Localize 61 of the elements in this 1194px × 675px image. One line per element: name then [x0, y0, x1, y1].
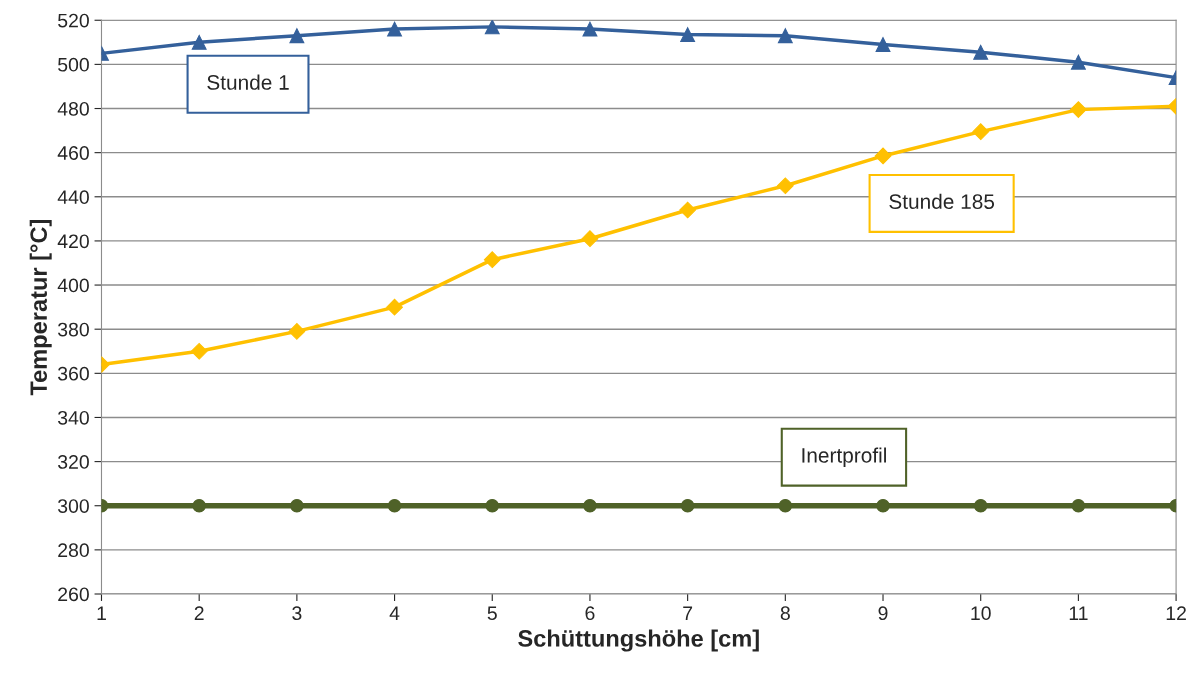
y-tick-label: 380: [57, 322, 89, 337]
x-tick-label: 8: [780, 606, 790, 621]
point: [289, 28, 305, 44]
point: [776, 177, 794, 195]
point: [192, 498, 206, 513]
x-tick-label: 1: [97, 606, 106, 620]
x-tick-label: 7: [683, 606, 693, 620]
x-tick-label: 11: [1069, 606, 1088, 620]
point: [973, 44, 989, 60]
x-tick-label: 10: [971, 606, 991, 621]
point: [1070, 101, 1087, 118]
y-tick-label: 300: [57, 499, 89, 513]
point: [680, 498, 695, 513]
x-tick-label: 5: [487, 606, 497, 621]
x-tick-label: 9: [878, 606, 888, 621]
series-label: Stunde 1: [207, 74, 289, 90]
point: [582, 21, 598, 37]
point: [583, 498, 597, 513]
point: [386, 298, 403, 316]
x-tick-label: 6: [585, 606, 595, 621]
point: [679, 201, 697, 219]
series-label: Stunde 185: [889, 193, 995, 209]
point: [387, 21, 403, 37]
point: [874, 147, 892, 165]
y-tick-label: 400: [57, 278, 89, 293]
y-axis-title: Temperatur [°C]: [29, 219, 52, 396]
x-tick-label: 4: [389, 606, 400, 620]
point: [191, 34, 207, 50]
y-tick-label: 420: [57, 234, 89, 249]
y-tick-label: 320: [57, 455, 89, 469]
x-tick-label: 12: [1166, 606, 1186, 620]
point: [288, 323, 306, 340]
point: [875, 37, 891, 52]
point: [1070, 54, 1086, 70]
point: [290, 498, 304, 513]
y-tick-label: 480: [57, 101, 89, 116]
y-tick-label: 500: [58, 57, 89, 72]
point: [777, 28, 793, 44]
y-tick-label: 340: [57, 410, 89, 425]
point: [190, 342, 208, 360]
y-tick-label: 440: [57, 190, 89, 205]
y-tick-label: 260: [58, 587, 89, 602]
x-tick-label: 3: [292, 606, 302, 621]
point: [680, 27, 696, 43]
x-tick-label: 2: [194, 606, 204, 620]
point: [485, 498, 500, 513]
y-tick-label: 360: [57, 366, 89, 381]
point: [778, 498, 793, 513]
x-axis-title: Schüttungshöhe [cm]: [518, 629, 759, 652]
series-label: Inertprofil: [802, 447, 886, 467]
point: [484, 20, 500, 35]
point: [387, 498, 402, 513]
point: [581, 230, 599, 248]
point: [876, 498, 890, 513]
y-tick-label: 460: [57, 146, 89, 160]
point: [972, 123, 990, 141]
point: [973, 498, 988, 513]
y-tick-label: 280: [58, 543, 89, 558]
y-tick-label: 520: [58, 13, 89, 28]
point: [483, 251, 501, 269]
point: [1071, 498, 1086, 513]
